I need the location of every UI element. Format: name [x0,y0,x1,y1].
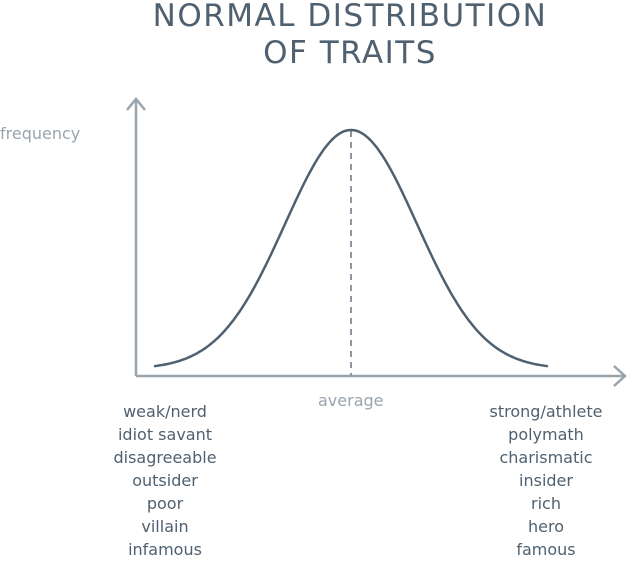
right-trait-item: rich [531,494,561,513]
right-trait-item: polymath [508,425,584,444]
left-trait-item: weak/nerd [123,402,207,421]
x-axis-arrow-icon [613,365,627,387]
left-trait-item: idiot savant [117,425,213,444]
right-trait-item: charismatic [499,448,593,467]
left-trait-item: infamous [128,540,202,559]
left-trait-list: weak/nerd idiot savant disagreeable outs… [105,400,225,561]
x-axis-label: average [318,391,384,410]
title-line-1: NORMAL DISTRIBUTION [152,0,548,34]
right-trait-item: famous [516,540,576,559]
right-trait-list: strong/athlete polymath charismatic insi… [476,400,616,561]
bell-curve [153,128,549,368]
right-trait-item: hero [528,517,564,536]
y-axis-label: frequency [0,124,81,143]
right-trait-item: insider [519,471,573,490]
left-trait-item: disagreeable [113,448,217,467]
left-trait-item: poor [146,494,184,513]
left-trait-item: villain [141,517,189,536]
y-axis-arrow-icon [126,97,146,111]
left-trait-item: outsider [132,471,198,490]
title-line-2: OF TRAITS [263,35,437,71]
right-trait-item: strong/athlete [489,402,603,421]
